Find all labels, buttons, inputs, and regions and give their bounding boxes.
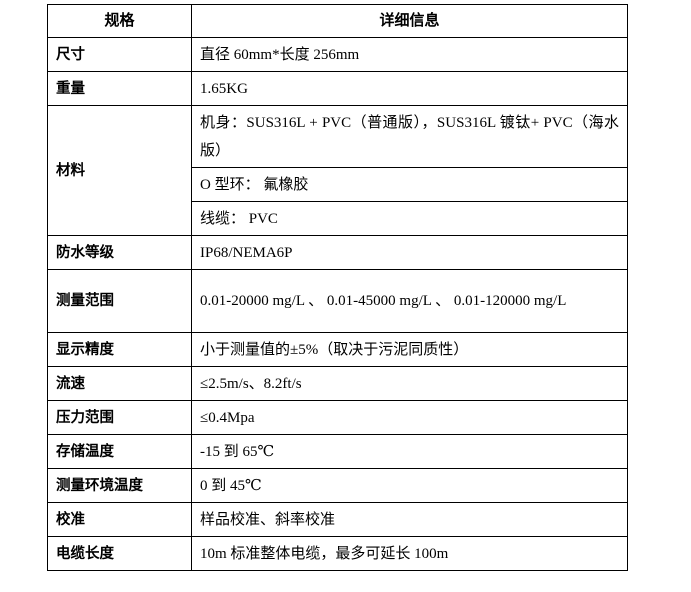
spec-table: 规格 详细信息 尺寸 直径 60mm*长度 256mm 重量 1.65KG 材料…: [47, 4, 628, 571]
row-value: -15 到 65℃: [191, 434, 628, 469]
table-header: 规格 详细信息: [47, 4, 628, 38]
row-value: 样品校准、斜率校准: [191, 502, 628, 537]
row-value: IP68/NEMA6P: [191, 235, 628, 270]
table-row: 显示精度 小于测量值的±5%（取决于污泥同质性）: [47, 332, 628, 367]
row-label: 流速: [47, 366, 192, 401]
row-value: 直径 60mm*长度 256mm: [191, 37, 628, 72]
row-label: 重量: [47, 71, 192, 106]
table-row: 电缆长度 10m 标准整体电缆，最多可延长 100m: [47, 536, 628, 571]
row-label: 存储温度: [47, 434, 192, 469]
header-spec: 规格: [47, 4, 192, 38]
table-row: 校准 样品校准、斜率校准: [47, 502, 628, 537]
row-value: 机身：SUS316L + PVC（普通版），SUS316L 镀钛+ PVC（海水…: [191, 105, 628, 168]
table-row: 压力范围 ≤0.4Mpa: [47, 400, 628, 435]
table-row: 重量 1.65KG: [47, 71, 628, 106]
row-label: 测量环境温度: [47, 468, 192, 503]
table-row: O 型环： 氟橡胶: [48, 167, 628, 202]
row-label: 测量范围: [47, 269, 192, 333]
row-label: 电缆长度: [47, 536, 192, 571]
row-value: 10m 标准整体电缆，最多可延长 100m: [191, 536, 628, 571]
row-label: 尺寸: [47, 37, 192, 72]
row-value: 1.65KG: [191, 71, 628, 106]
table-row: 流速 ≤2.5m/s、8.2ft/s: [47, 366, 628, 401]
table-row: 材料 机身：SUS316L + PVC（普通版），SUS316L 镀钛+ PVC…: [47, 105, 628, 236]
row-value: 线缆： PVC: [191, 201, 628, 236]
row-label: 防水等级: [47, 235, 192, 270]
row-label: 显示精度: [47, 332, 192, 367]
row-value: ≤0.4Mpa: [191, 400, 628, 435]
table-row: 测量范围 0.01-20000 mg/L 、 0.01-45000 mg/L 、…: [47, 269, 628, 333]
row-value: 小于测量值的±5%（取决于污泥同质性）: [191, 332, 628, 367]
row-label: 材料: [47, 105, 192, 236]
table-row: 线缆： PVC: [48, 201, 628, 236]
header-details: 详细信息: [191, 4, 628, 38]
row-label: 校准: [47, 502, 192, 537]
row-label: 压力范围: [47, 400, 192, 435]
row-value: O 型环： 氟橡胶: [191, 167, 628, 202]
table-row: 存储温度 -15 到 65℃: [47, 434, 628, 469]
table-row: 尺寸 直径 60mm*长度 256mm: [47, 37, 628, 72]
row-value: 0.01-20000 mg/L 、 0.01-45000 mg/L 、 0.01…: [191, 269, 628, 333]
row-value: 0 到 45℃: [191, 468, 628, 503]
table-row: 防水等级 IP68/NEMA6P: [47, 235, 628, 270]
table-row: 测量环境温度 0 到 45℃: [47, 468, 628, 503]
row-value: ≤2.5m/s、8.2ft/s: [191, 366, 628, 401]
